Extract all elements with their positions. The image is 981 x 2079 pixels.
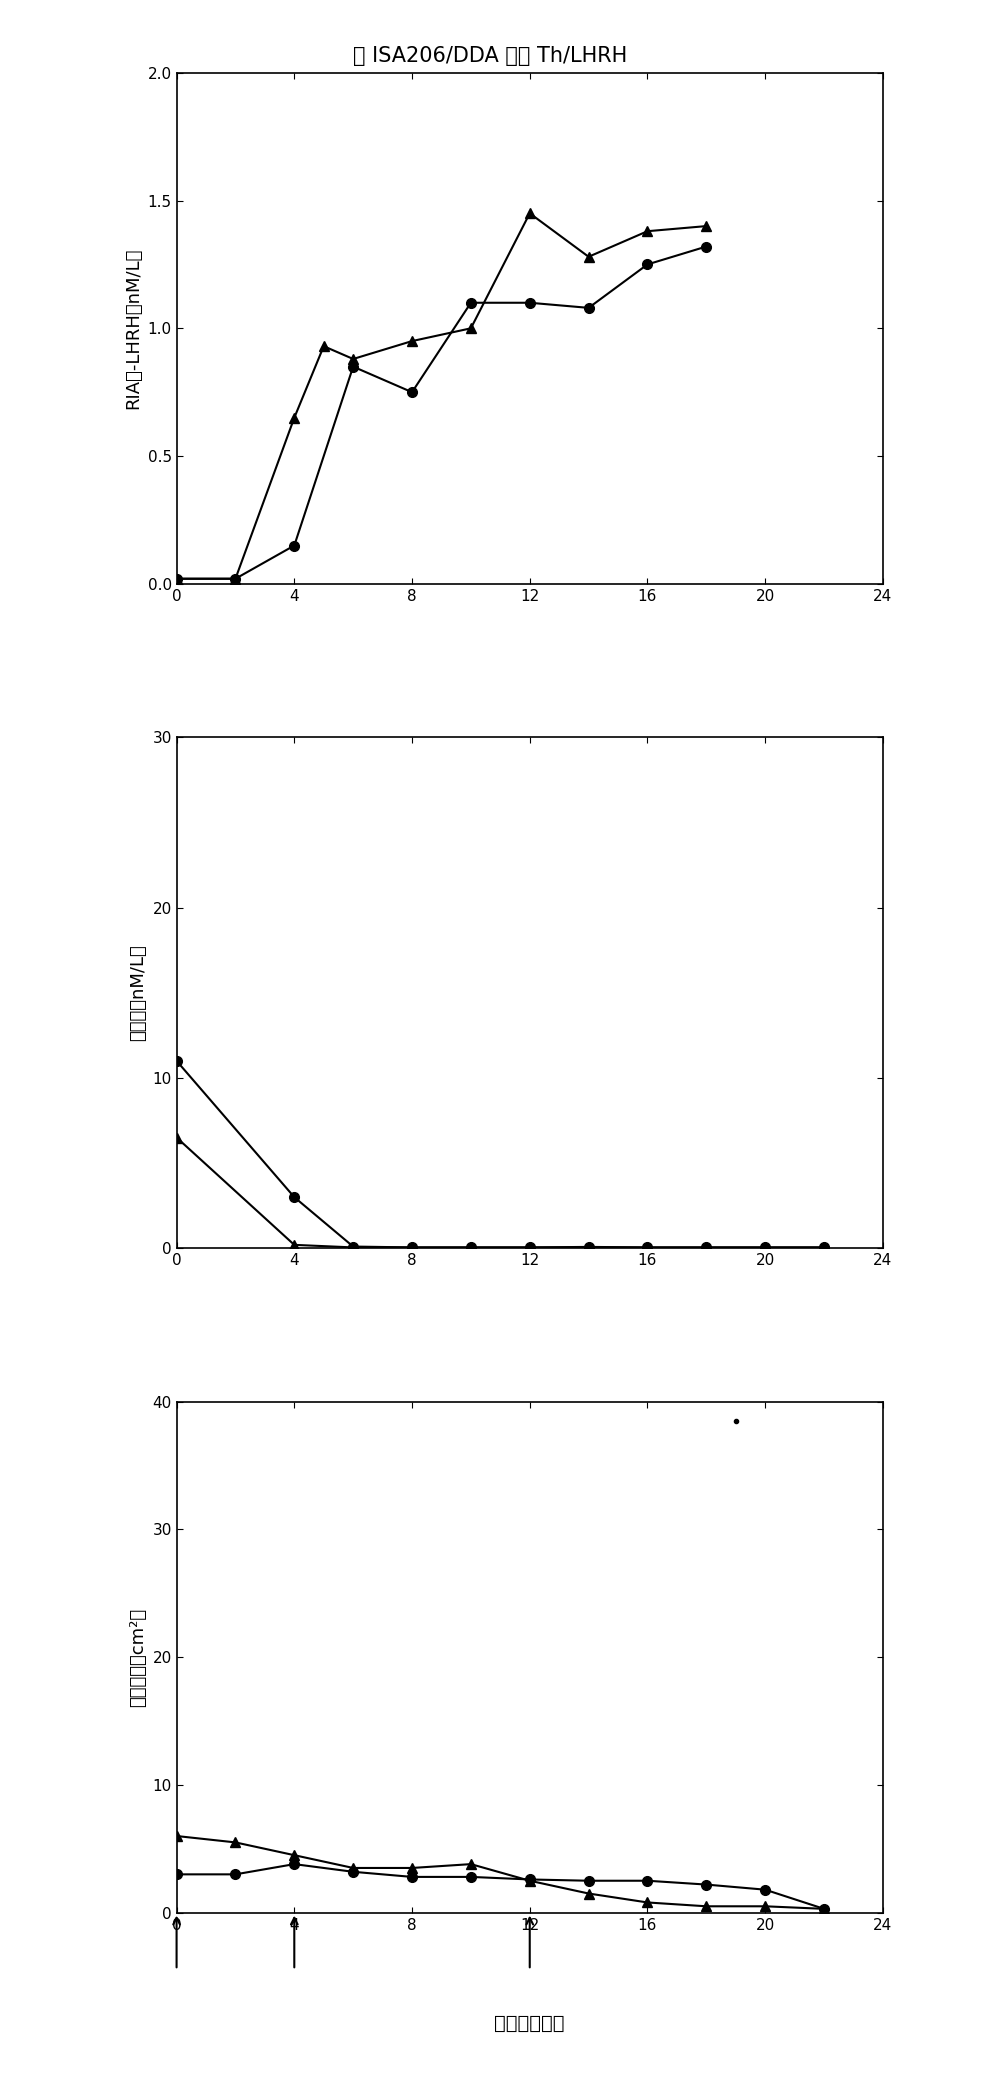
Text: 免疫后的周数: 免疫后的周数 xyxy=(494,2015,565,2033)
Y-axis label: 睾丸尺寸（cm²）: 睾丸尺寸（cm²） xyxy=(129,1607,147,1707)
Y-axis label: 睾丸酮（nM/L）: 睾丸酮（nM/L） xyxy=(129,944,147,1042)
Y-axis label: RIA抗-LHRH（nM/L）: RIA抗-LHRH（nM/L） xyxy=(124,247,142,410)
Text: 在 ISA206/DDA 中的 Th/LHRH: 在 ISA206/DDA 中的 Th/LHRH xyxy=(353,46,628,67)
